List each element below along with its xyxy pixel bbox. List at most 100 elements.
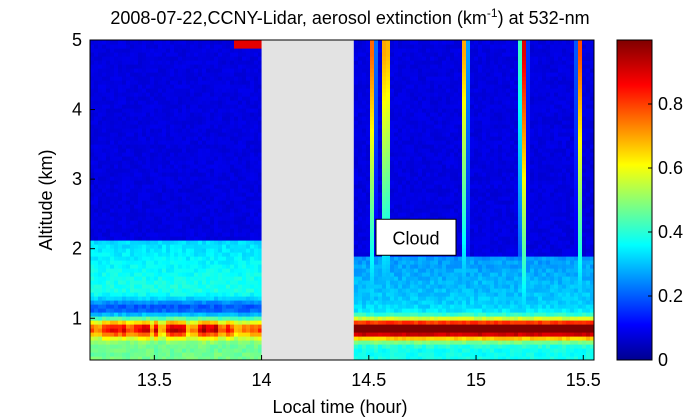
- heatmap-cell: [186, 188, 191, 193]
- heatmap-cell: [210, 124, 215, 129]
- heatmap-cell: [206, 68, 211, 73]
- heatmap-cell: [94, 240, 99, 245]
- heatmap-cell: [250, 276, 255, 281]
- heatmap-cell: [170, 208, 175, 213]
- heatmap-cell: [218, 88, 223, 93]
- heatmap-cell: [126, 100, 131, 105]
- heatmap-cell: [102, 104, 107, 109]
- heatmap-cell: [174, 192, 179, 197]
- heatmap-cell: [134, 96, 139, 101]
- heatmap-cell: [114, 200, 119, 205]
- heatmap-cell: [98, 84, 103, 89]
- heatmap-cell: [94, 268, 99, 273]
- heatmap-cell: [250, 100, 255, 105]
- heatmap-cell: [234, 268, 239, 273]
- heatmap-cell: [126, 44, 131, 49]
- heatmap-cell: [122, 324, 127, 329]
- heatmap-cell: [170, 176, 175, 181]
- heatmap-cell: [130, 44, 135, 49]
- heatmap-cell: [238, 100, 243, 105]
- heatmap-cell: [242, 312, 247, 317]
- heatmap-cell: [250, 196, 255, 201]
- heatmap-cell: [174, 324, 179, 329]
- heatmap-cell: [146, 308, 151, 313]
- heatmap-cell: [142, 148, 147, 153]
- heatmap-cell: [238, 252, 243, 257]
- heatmap-cell: [138, 176, 143, 181]
- heatmap-cell: [250, 232, 255, 237]
- heatmap-cell: [178, 268, 183, 273]
- heatmap-cell: [94, 332, 99, 337]
- heatmap-cell: [154, 228, 159, 233]
- heatmap-cell: [166, 196, 171, 201]
- heatmap-cell: [126, 192, 131, 197]
- heatmap-cell: [94, 244, 99, 249]
- heatmap-cell: [110, 180, 115, 185]
- heatmap-cell: [182, 76, 187, 81]
- heatmap-cell: [158, 224, 163, 229]
- heatmap-cell: [130, 216, 135, 221]
- heatmap-cell: [154, 184, 159, 189]
- heatmap-cell: [126, 160, 131, 165]
- heatmap-cell: [250, 324, 255, 329]
- heatmap-cell: [154, 188, 159, 193]
- heatmap-cell: [170, 188, 175, 193]
- heatmap-cell: [126, 332, 131, 337]
- heatmap-cell: [178, 164, 183, 169]
- heatmap-cell: [126, 352, 131, 357]
- heatmap-cell: [170, 308, 175, 313]
- heatmap-cell: [230, 192, 235, 197]
- heatmap-cell: [138, 164, 143, 169]
- heatmap-cell: [138, 264, 143, 269]
- heatmap-cell: [178, 336, 183, 341]
- heatmap-cell: [174, 228, 179, 233]
- heatmap-cell: [254, 72, 259, 77]
- heatmap-cell: [222, 116, 227, 121]
- heatmap-cell: [250, 116, 255, 121]
- heatmap-cell: [258, 64, 263, 69]
- heatmap-cell: [98, 264, 103, 269]
- heatmap-cell: [246, 124, 251, 129]
- heatmap-cell: [246, 200, 251, 205]
- heatmap-cell: [226, 268, 231, 273]
- heatmap-cell: [166, 136, 171, 141]
- heatmap-cell: [166, 144, 171, 149]
- heatmap-cell: [170, 276, 175, 281]
- heatmap-cell: [166, 316, 171, 321]
- heatmap-cell: [150, 256, 155, 261]
- heatmap-cell: [170, 228, 175, 233]
- heatmap-cell: [242, 204, 247, 209]
- heatmap-cell: [110, 76, 115, 81]
- heatmap-cell: [134, 256, 139, 261]
- heatmap-cell: [162, 128, 167, 133]
- heatmap-cell: [254, 272, 259, 277]
- heatmap-cell: [122, 244, 127, 249]
- heatmap-cell: [202, 316, 207, 321]
- heatmap-cell: [118, 96, 123, 101]
- heatmap-cell: [178, 272, 183, 277]
- heatmap-cell: [110, 276, 115, 281]
- heatmap-cell: [186, 288, 191, 293]
- heatmap-cell: [206, 228, 211, 233]
- heatmap-cell: [226, 288, 231, 293]
- heatmap-cell: [198, 296, 203, 301]
- heatmap-cell: [206, 88, 211, 93]
- heatmap-cell: [202, 204, 207, 209]
- heatmap-cell: [230, 268, 235, 273]
- heatmap-cell: [130, 356, 135, 360]
- heatmap-cell: [242, 336, 247, 341]
- heatmap-cell: [214, 200, 219, 205]
- heatmap-cell: [126, 276, 131, 281]
- heatmap-cell: [110, 220, 115, 225]
- heatmap-cell: [126, 236, 131, 241]
- heatmap-cell: [134, 44, 139, 49]
- heatmap-cell: [130, 244, 135, 249]
- heatmap-cell: [218, 280, 223, 285]
- heatmap-cell: [154, 240, 159, 245]
- heatmap-cell: [102, 40, 107, 45]
- heatmap-cell: [146, 160, 151, 165]
- heatmap-cell: [230, 252, 235, 257]
- heatmap-cell: [238, 200, 243, 205]
- heatmap-cell: [122, 40, 127, 45]
- heatmap-cell: [186, 244, 191, 249]
